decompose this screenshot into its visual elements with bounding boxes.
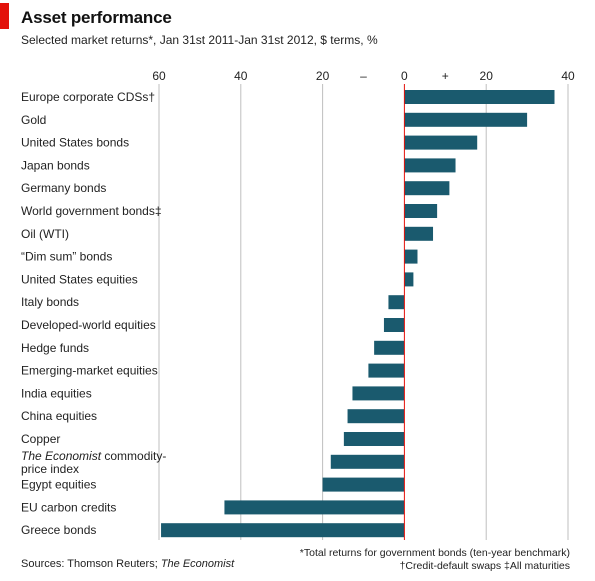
category-label: Copper: [21, 432, 60, 446]
grid-lines: [158, 84, 569, 540]
category-label: India equities: [21, 386, 92, 400]
bar: [404, 249, 418, 264]
bar: [343, 432, 405, 446]
bar: [224, 500, 405, 515]
source-text: Sources: Thomson Reuters; The Economist: [21, 558, 235, 570]
category-label: United States bonds: [21, 136, 129, 150]
category-label: Italy bonds: [21, 295, 79, 309]
category-label: Europe corporate CDSs†: [21, 90, 155, 104]
category-label: Gold: [21, 113, 46, 127]
source-note: Sources: Thomson Reuters; The Economist: [21, 558, 234, 570]
category-label: China equities: [21, 409, 97, 423]
x-tick-labels: 60 40 20 – 0 +20 40: [152, 69, 575, 83]
bar: [347, 409, 405, 424]
x-tick-label: 0: [401, 69, 408, 83]
footnotes: *Total returns for government bonds (ten…: [300, 547, 570, 573]
category-label: Greece bonds: [21, 523, 96, 537]
category-label: United States equities: [21, 272, 138, 286]
brand-accent-bar: [0, 3, 9, 29]
bar: [352, 386, 405, 401]
bar: [404, 181, 450, 196]
bar: [368, 363, 405, 378]
bar: [404, 204, 438, 218]
bar: [404, 90, 555, 104]
category-label: The Economist commodity-price index: [21, 449, 166, 476]
category-label: Germany bonds: [21, 181, 106, 195]
x-tick-label: 20: [316, 69, 330, 83]
category-label: Egypt equities: [21, 478, 96, 492]
bar: [330, 454, 405, 469]
bars: [161, 90, 555, 538]
chart-title: Asset performance: [21, 8, 172, 27]
x-tick-label: 60: [152, 69, 166, 83]
bar: [404, 112, 528, 127]
x-tick-label: +: [442, 69, 449, 83]
bar: [404, 226, 434, 241]
bar: [322, 477, 405, 492]
category-label: EU carbon credits: [21, 500, 116, 514]
chart-subtitle: Selected market returns*, Jan 31st 2011-…: [21, 33, 378, 47]
category-label: Oil (WTI): [21, 227, 69, 241]
category-label: Developed-world equities: [21, 318, 156, 332]
x-tick-label: 40: [234, 69, 248, 83]
category-label: Hedge funds: [21, 341, 89, 355]
category-label: Japan bonds: [21, 158, 90, 172]
category-label: Emerging-market equities: [21, 364, 158, 378]
footnote-returns: *Total returns for government bonds (ten…: [299, 547, 570, 559]
x-tick-label: 40: [561, 69, 575, 83]
category-label: “Dim sum” bonds: [21, 250, 112, 264]
bar: [404, 158, 456, 173]
bar: [374, 340, 405, 355]
category-labels: Europe corporate CDSs† Gold United States …: [21, 90, 166, 537]
bar: [383, 318, 405, 332]
bar: [161, 523, 405, 538]
bar: [388, 295, 405, 310]
category-label: World government bonds‡: [21, 204, 162, 218]
source-publication: The Economist: [160, 558, 235, 570]
footnote-symbols: †Credit-default swaps ‡All maturities: [399, 560, 570, 572]
x-tick-label: 20: [480, 69, 494, 83]
bar: [404, 135, 478, 150]
x-tick-label: –: [360, 69, 367, 83]
bar: [404, 272, 414, 287]
